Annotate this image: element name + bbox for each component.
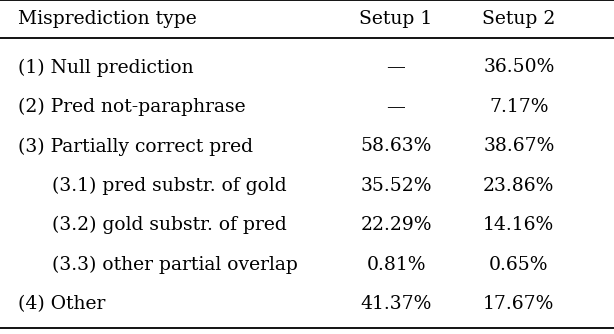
Text: (1) Null prediction: (1) Null prediction <box>18 58 194 77</box>
Text: (3.3) other partial overlap: (3.3) other partial overlap <box>52 256 298 274</box>
Text: Setup 2: Setup 2 <box>482 10 556 28</box>
Text: 36.50%: 36.50% <box>483 58 554 76</box>
Text: 22.29%: 22.29% <box>360 216 432 234</box>
Text: (3) Partially correct pred: (3) Partially correct pred <box>18 137 254 156</box>
Text: Misprediction type: Misprediction type <box>18 10 197 28</box>
Text: 0.81%: 0.81% <box>367 256 426 274</box>
Text: (4) Other: (4) Other <box>18 295 106 313</box>
Text: 17.67%: 17.67% <box>483 295 554 313</box>
Text: 38.67%: 38.67% <box>483 137 554 155</box>
Text: (3.2) gold substr. of pred: (3.2) gold substr. of pred <box>52 216 287 234</box>
Text: 41.37%: 41.37% <box>360 295 432 313</box>
Text: (3.1) pred substr. of gold: (3.1) pred substr. of gold <box>52 177 287 195</box>
Text: —: — <box>387 98 405 116</box>
Text: —: — <box>387 58 405 76</box>
Text: 7.17%: 7.17% <box>489 98 548 116</box>
Text: 14.16%: 14.16% <box>483 216 554 234</box>
Text: 35.52%: 35.52% <box>360 177 432 195</box>
Text: 23.86%: 23.86% <box>483 177 554 195</box>
Text: Setup 1: Setup 1 <box>359 10 433 28</box>
Text: (2) Pred not-paraphrase: (2) Pred not-paraphrase <box>18 98 246 116</box>
Text: 58.63%: 58.63% <box>360 137 432 155</box>
Text: 0.65%: 0.65% <box>489 256 548 274</box>
